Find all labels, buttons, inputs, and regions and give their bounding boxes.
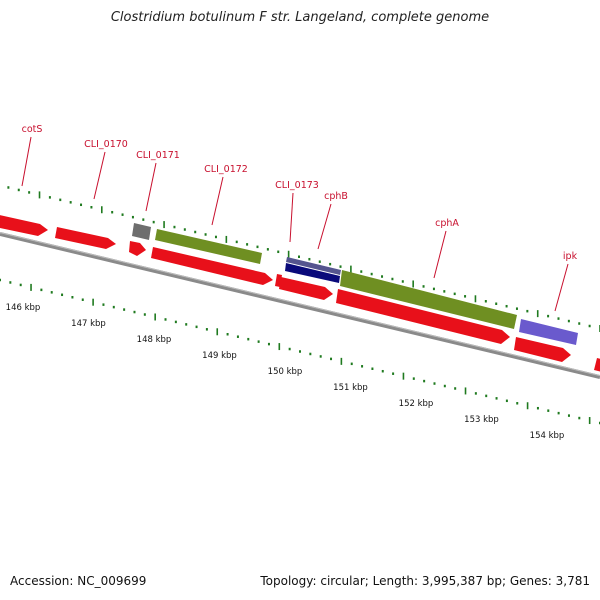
gene-label: CLI_0171 — [136, 150, 180, 161]
bottom-tick-row — [0, 278, 600, 425]
gene-label: CLI_0172 — [204, 164, 248, 175]
scale-label: 153 kbp — [464, 415, 499, 425]
gene-labels: cotS CLI_0170 CLI_0171 CLI_0172 CLI_0173 cphB… — [21, 124, 578, 312]
gene-label-leader — [554, 263, 569, 312]
gene-label-leader — [145, 162, 157, 212]
scale-label: 146 kbp — [6, 303, 41, 313]
gene-label-leader — [317, 203, 332, 250]
gene-label: cphB — [324, 191, 348, 202]
gene-label: cphA — [435, 218, 459, 229]
gene-label-leader — [289, 192, 294, 243]
gene-cotS[interactable] — [0, 214, 48, 236]
gene-rev-1[interactable] — [129, 241, 146, 256]
gene-rev-7[interactable] — [594, 358, 600, 374]
gene-rev-2[interactable] — [151, 247, 273, 285]
gene-cli0171[interactable] — [132, 223, 151, 240]
scale-label: 154 kbp — [530, 431, 565, 441]
genome-summary-text: Topology: circular; Length: 3,995,387 bp… — [260, 574, 590, 588]
gene-label: ipk — [563, 251, 578, 262]
gene-label-leader — [93, 151, 106, 200]
scale-labels: 146 kbp 147 kbp 148 kbp 149 kbp 150 kbp 151 k… — [6, 303, 565, 441]
gene-rev-4[interactable] — [279, 277, 333, 300]
accession-text: Accession: NC_009699 — [10, 574, 147, 588]
scale-label: 149 kbp — [202, 351, 237, 361]
genome-backbone — [0, 232, 600, 379]
gene-ipk[interactable] — [519, 319, 578, 345]
gene-cli0173[interactable] — [286, 257, 341, 275]
scale-label: 151 kbp — [333, 383, 368, 393]
top-tick-row — [7, 186, 600, 332]
scale-label: 147 kbp — [71, 319, 106, 329]
gene-cli0170[interactable] — [55, 227, 116, 249]
forward-strand-genes — [0, 214, 578, 345]
gene-rev-6[interactable] — [514, 337, 571, 362]
genome-title: Clostridium botulinum F str. Langeland, … — [110, 10, 490, 25]
scale-label: 148 kbp — [137, 335, 172, 345]
backbone-highlight — [0, 232, 600, 377]
gene-rev-5[interactable] — [336, 289, 510, 344]
gene-label-leader — [211, 176, 224, 226]
gene-cli0172[interactable] — [155, 229, 262, 264]
scale-label: 152 kbp — [399, 399, 434, 409]
gene-label: CLI_0170 — [84, 139, 128, 150]
gene-label-leader — [433, 230, 447, 279]
gene-cphA[interactable] — [340, 270, 517, 329]
gene-label-leader — [21, 136, 32, 187]
gene-label: CLI_0173 — [275, 180, 319, 191]
gene-cphB[interactable] — [285, 263, 340, 283]
reverse-strand-genes — [129, 241, 600, 374]
scale-label: 150 kbp — [268, 367, 303, 377]
gene-label: cotS — [22, 124, 43, 135]
